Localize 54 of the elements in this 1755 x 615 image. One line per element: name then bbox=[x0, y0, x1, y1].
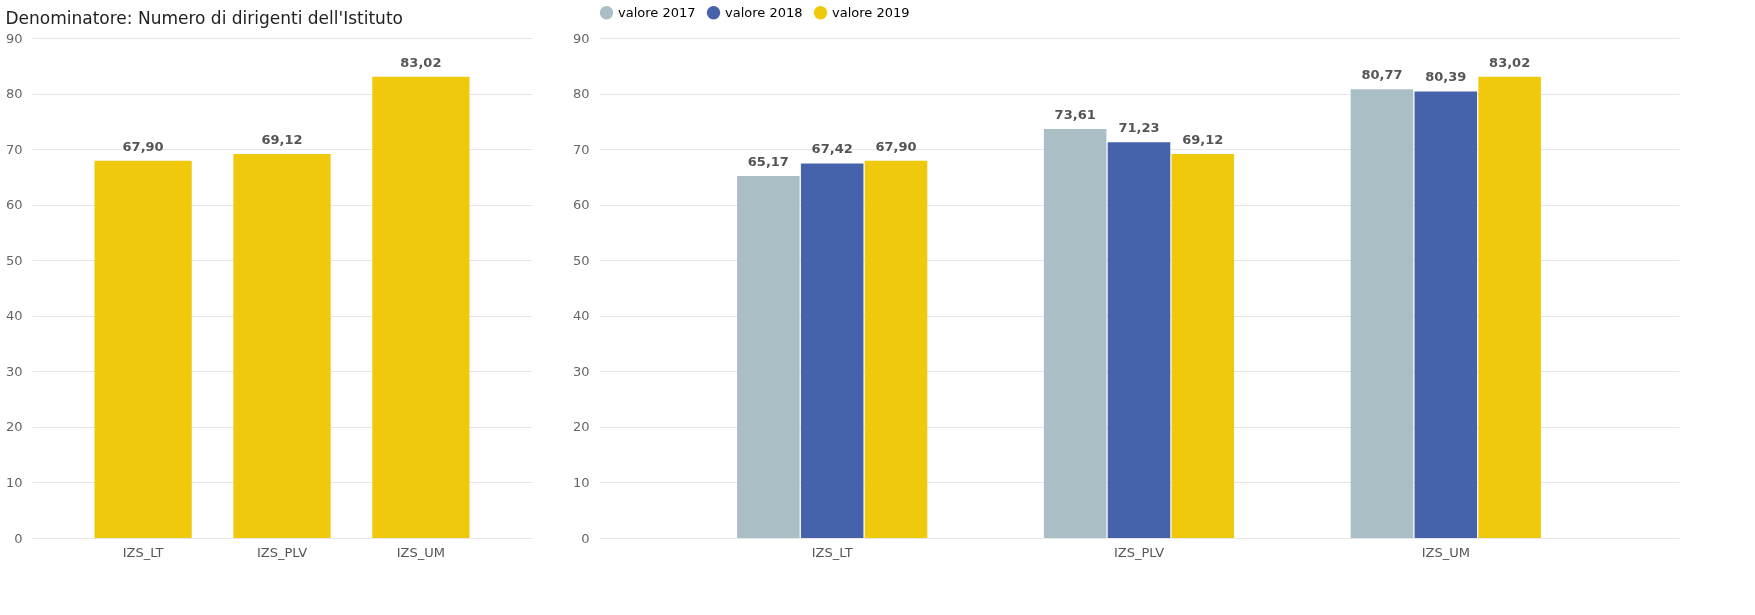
bar bbox=[800, 163, 864, 538]
y-tick-label: 70 bbox=[5, 141, 23, 157]
bar bbox=[737, 175, 800, 538]
y-tick-label: 10 bbox=[5, 474, 23, 490]
data-label: 67,42 bbox=[811, 141, 853, 157]
bar bbox=[864, 160, 928, 538]
bar bbox=[94, 160, 192, 538]
chart-title: Denominatore: Numero di dirigenti dell'Istituto bbox=[5, 8, 403, 28]
data-label: 69,12 bbox=[261, 132, 303, 147]
bar bbox=[1350, 89, 1414, 538]
data-label: 83,02 bbox=[1489, 54, 1531, 70]
bar bbox=[1043, 129, 1107, 538]
legend-label: valore 2018 bbox=[725, 4, 803, 20]
y-tick-label: 70 bbox=[572, 141, 590, 157]
y-tick-label: 10 bbox=[572, 474, 590, 490]
data-label: 71,23 bbox=[1118, 120, 1160, 136]
x-tick-label: IZS_UM bbox=[1421, 544, 1470, 560]
y-tick-label: 20 bbox=[572, 419, 590, 435]
bar bbox=[372, 76, 470, 538]
data-label: 65,17 bbox=[747, 153, 789, 169]
y-tick-label: 90 bbox=[5, 30, 23, 46]
y-tick-label: 80 bbox=[572, 86, 590, 102]
y-tick-label: 0 bbox=[581, 530, 590, 546]
y-tick-label: 30 bbox=[572, 363, 590, 379]
data-label: 83,02 bbox=[400, 54, 442, 70]
x-tick-label: IZS_PLV bbox=[1113, 544, 1165, 560]
legend-label: valore 2017 bbox=[618, 4, 696, 20]
data-label: 67,90 bbox=[875, 138, 917, 154]
y-tick-label: 0 bbox=[14, 530, 23, 546]
x-tick-label: IZS_LT bbox=[122, 544, 164, 560]
data-label: 67,90 bbox=[122, 138, 164, 154]
bar bbox=[1107, 142, 1171, 538]
y-tick-label: 30 bbox=[5, 363, 23, 379]
y-tick-label: 50 bbox=[572, 252, 590, 268]
y-tick-label: 40 bbox=[5, 308, 23, 324]
y-tick-label: 60 bbox=[5, 197, 23, 213]
bar bbox=[1414, 91, 1478, 538]
y-tick-label: 80 bbox=[5, 86, 23, 102]
y-tick-label: 20 bbox=[5, 419, 23, 435]
bar bbox=[233, 154, 331, 538]
x-tick-label: IZS_PLV bbox=[256, 544, 308, 560]
legend-label: valore 2019 bbox=[832, 4, 910, 20]
data-label: 73,61 bbox=[1054, 107, 1096, 123]
data-label: 80,39 bbox=[1425, 69, 1467, 85]
x-tick-label: IZS_UM bbox=[396, 544, 446, 560]
bar bbox=[1171, 154, 1235, 538]
y-tick-label: 50 bbox=[5, 252, 23, 268]
data-label: 69,12 bbox=[1182, 132, 1224, 147]
bar bbox=[1478, 76, 1541, 538]
data-label: 80,77 bbox=[1361, 67, 1403, 83]
x-tick-label: IZS_LT bbox=[811, 544, 853, 560]
y-tick-label: 60 bbox=[572, 197, 590, 213]
y-tick-label: 90 bbox=[572, 30, 590, 46]
y-tick-label: 40 bbox=[572, 308, 590, 324]
